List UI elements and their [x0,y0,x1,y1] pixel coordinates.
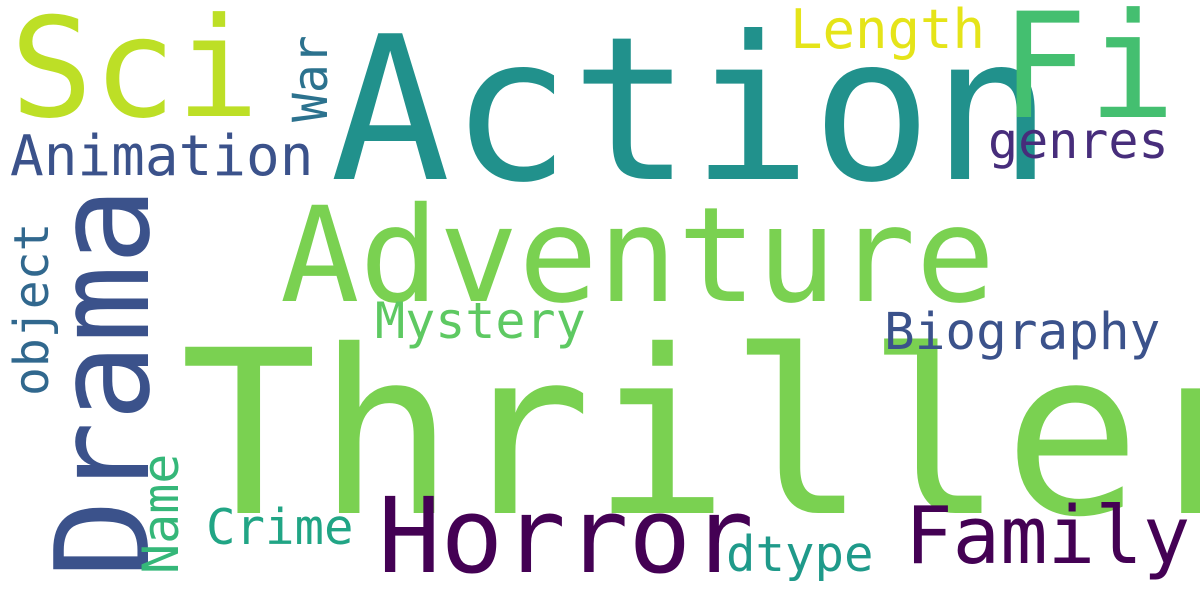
word-action: Action [330,0,1053,227]
word-biography: Biography [884,303,1161,362]
word-dtype: dtype [726,526,874,583]
word-genres: genres [988,112,1169,170]
word-name: Name [132,453,190,574]
word-crime: Crime [206,499,354,556]
word-adventure: Adventure [280,179,996,333]
word-fi: Fi [1000,0,1176,152]
word-thriller: Thriller [180,301,1200,567]
word-object: object [4,222,60,396]
word-family: Family [905,490,1191,582]
word-length: Length [790,0,986,61]
word-horror: Horror [378,475,754,597]
word-animation: Animation [10,124,314,189]
word-sci: Sci [10,0,260,149]
word-war: War [283,35,339,122]
word-mystery: Mystery [375,292,586,350]
